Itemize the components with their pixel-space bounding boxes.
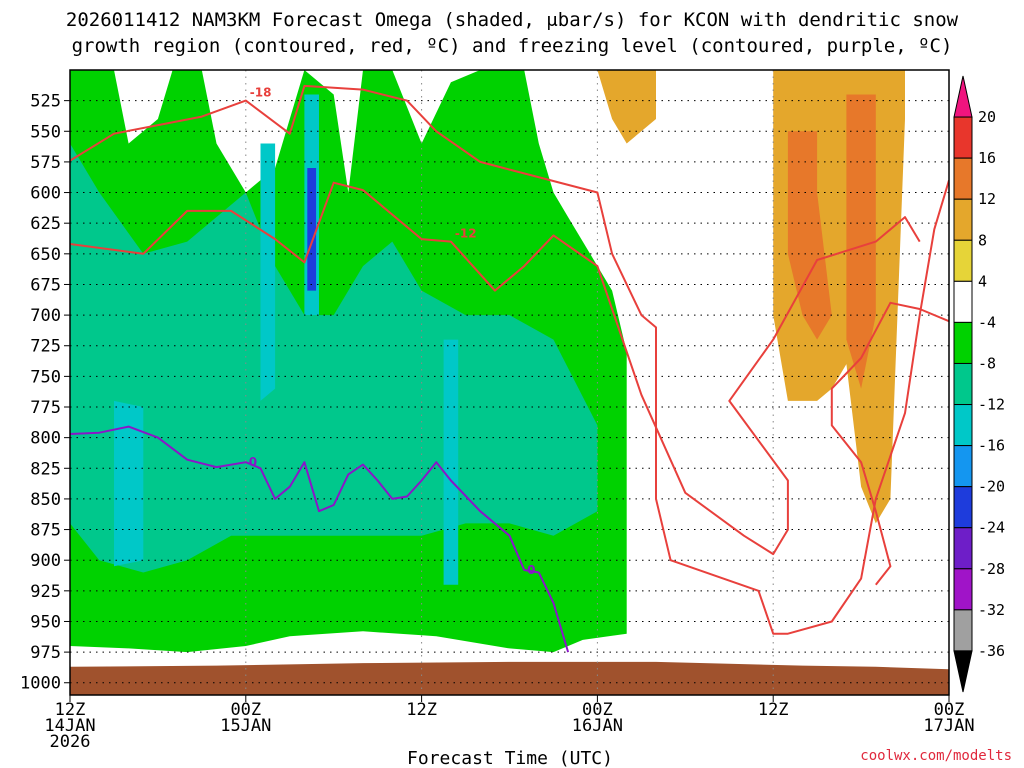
omega-region-9 <box>787 131 832 340</box>
colorbar-swatch-6 <box>953 321 973 364</box>
y-tick-label-825: 825 <box>30 459 61 479</box>
colorbar-label-12: -32 <box>978 601 1005 619</box>
y-tick-label-725: 725 <box>30 337 61 357</box>
plot-frame <box>69 69 950 696</box>
y-tick-label-600: 600 <box>30 184 61 204</box>
x-tick-label-1-0: 00Z <box>230 700 261 720</box>
omega-region-5 <box>307 168 317 291</box>
x-tick-label-0-0: 12Z <box>55 700 86 720</box>
y-tick-label-1000: 1000 <box>20 674 61 694</box>
red-contour-label-0: -18 <box>250 86 272 100</box>
credit-text: coolwx.com/modelts <box>860 748 1012 764</box>
x-tick-label-3-0: 00Z <box>582 700 613 720</box>
omega-shading <box>70 70 905 653</box>
contour-lines: -18 -12 0 0 <box>70 84 949 653</box>
colorbar-label-1: 16 <box>978 149 996 167</box>
x-tick-label-2-0: 12Z <box>406 700 437 720</box>
omega-region-10 <box>846 94 876 389</box>
purple-contour-label-1: 0 <box>527 563 535 577</box>
colorbar-swatch-10 <box>953 486 973 529</box>
y-tick-label-675: 675 <box>30 275 61 295</box>
y-tick-label-750: 750 <box>30 367 61 387</box>
colorbar-label-5: -4 <box>978 313 996 331</box>
y-tick-label-550: 550 <box>30 122 61 142</box>
y-tick-label-800: 800 <box>30 429 61 449</box>
y-tick-label-775: 775 <box>30 398 61 418</box>
omega-region-2 <box>114 400 144 567</box>
omega-region-3 <box>260 143 276 401</box>
colorbar-cap-bottom <box>953 650 973 693</box>
x-tick-label-4-0: 12Z <box>758 700 789 720</box>
colorbar-swatch-7 <box>953 362 973 406</box>
red-contour-label-1: -12 <box>455 227 477 241</box>
purple-contour-label-0: 0 <box>249 455 257 469</box>
y-tick-label-975: 975 <box>30 643 61 663</box>
colorbar-label-6: -8 <box>978 354 996 372</box>
terrain-fill <box>70 661 949 695</box>
omega-region-6 <box>443 339 459 585</box>
colorbar-swatch-11 <box>953 527 973 570</box>
y-tick-label-850: 850 <box>30 490 61 510</box>
colorbar-swatch-12 <box>953 568 973 611</box>
colorbar-label-9: -20 <box>978 478 1005 496</box>
red-contour-2 <box>830 301 949 586</box>
omega-region-7 <box>597 70 656 144</box>
y-tick-label-875: 875 <box>30 521 61 541</box>
x-tick-label-0-2: 2026 <box>50 732 91 752</box>
plot-area: -18 -12 0 0 <box>69 69 950 696</box>
colorbar-swatch-5 <box>953 280 973 323</box>
colorbar: 20 16 12 8 4 -4 -8 -12 -16 -20 -24 -28 -32 -36 <box>953 75 1005 693</box>
colorbar-swatch-3 <box>953 198 973 241</box>
y-tick-label-900: 900 <box>30 551 61 571</box>
red-contour-0 <box>70 84 949 635</box>
colorbar-swatch-13 <box>953 609 973 652</box>
terrain-layer <box>70 661 949 695</box>
y-axis-ticks: 525 550 575 600 625 650 675 700 725 750 775 800 825 8… <box>20 92 70 694</box>
colorbar-label-2: 12 <box>978 190 996 208</box>
red-contour-1 <box>70 181 921 556</box>
x-axis-label: Forecast Time (UTC) <box>407 748 613 768</box>
y-tick-label-575: 575 <box>30 153 61 173</box>
x-tick-label-5-0: 00Z <box>934 700 965 720</box>
colorbar-label-8: -16 <box>978 437 1005 455</box>
colorbar-label-10: -24 <box>978 519 1005 537</box>
colorbar-label-7: -12 <box>978 396 1005 414</box>
omega-region-1 <box>70 143 598 573</box>
colorbar-swatch-4 <box>953 239 973 282</box>
x-tick-label-5-1: 17JAN <box>923 716 974 736</box>
chart-title-line-2: growth region (contoured, red, ºC) and f… <box>72 35 953 57</box>
colorbar-swatch-1 <box>953 116 973 159</box>
colorbar-swatch-9 <box>953 445 973 488</box>
x-tick-label-0-1: 14JAN <box>44 716 95 736</box>
y-tick-label-950: 950 <box>30 612 61 632</box>
colorbar-label-4: 4 <box>978 272 987 290</box>
y-tick-label-525: 525 <box>30 92 61 112</box>
y-tick-label-925: 925 <box>30 582 61 602</box>
colorbar-cap-top <box>953 75 973 118</box>
colorbar-swatch-2 <box>953 157 973 200</box>
colorbar-swatch-8 <box>953 404 973 447</box>
colorbar-label-11: -28 <box>978 560 1005 578</box>
x-tick-label-1-1: 15JAN <box>220 716 271 736</box>
y-tick-label-650: 650 <box>30 245 61 265</box>
y-tick-label-625: 625 <box>30 214 61 234</box>
colorbar-label-0: 20 <box>978 108 996 126</box>
y-tick-label-700: 700 <box>30 306 61 326</box>
chart-title-line-1: 2026011412 NAM3KM Forecast Omega (shaded… <box>66 9 959 31</box>
colorbar-label-3: 8 <box>978 231 987 249</box>
colorbar-label-13: -36 <box>978 642 1005 660</box>
purple-freezing-contour <box>70 425 570 653</box>
x-tick-label-3-1: 16JAN <box>572 716 623 736</box>
